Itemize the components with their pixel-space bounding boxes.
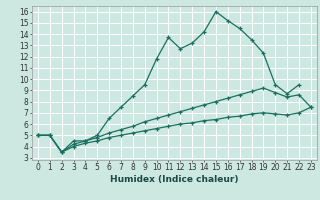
X-axis label: Humidex (Indice chaleur): Humidex (Indice chaleur) <box>110 175 239 184</box>
